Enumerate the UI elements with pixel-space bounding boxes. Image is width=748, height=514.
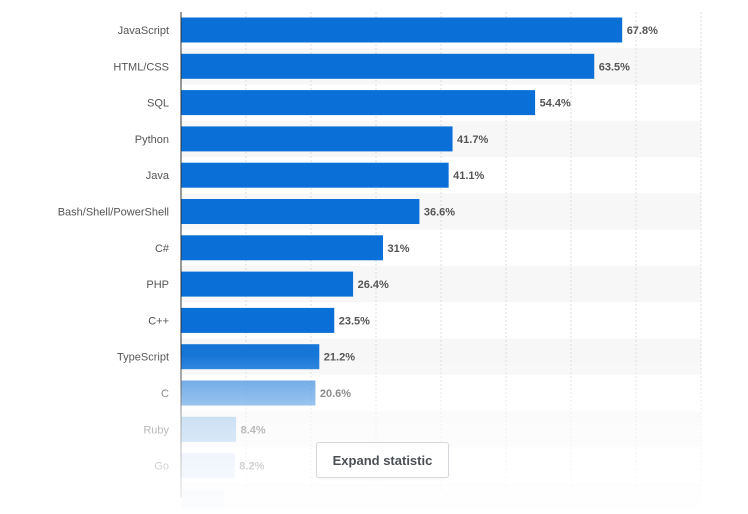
category-tick-label: HTML/CSS — [113, 61, 169, 73]
bar[interactable] — [181, 126, 453, 152]
bar[interactable] — [181, 416, 237, 442]
data-label: 20.6% — [320, 388, 351, 400]
row-band — [181, 483, 701, 514]
category-tick-label: Java — [146, 170, 170, 182]
data-label: 26.4% — [358, 279, 389, 291]
category-tick-label: C — [161, 388, 169, 400]
category-tick-label: PHP — [146, 279, 169, 291]
data-label: 31% — [388, 243, 410, 255]
bar[interactable] — [181, 271, 354, 297]
data-label: 67.8% — [627, 25, 658, 37]
data-label: 8.4% — [241, 424, 266, 436]
category-tick-label: SQL — [147, 98, 169, 110]
category-tick-label: TypeScript — [117, 352, 169, 364]
data-label: 8.2% — [239, 461, 264, 473]
bar[interactable] — [181, 162, 449, 188]
bar[interactable] — [181, 453, 235, 479]
data-label: 54.4% — [540, 98, 571, 110]
bar[interactable] — [181, 489, 224, 514]
data-label: 41.1% — [453, 170, 484, 182]
category-tick-label: C# — [155, 243, 170, 255]
bar[interactable] — [181, 90, 536, 116]
bar[interactable] — [181, 307, 335, 333]
data-label: 63.5% — [599, 61, 630, 73]
bar[interactable] — [181, 53, 595, 79]
bar[interactable] — [181, 380, 316, 406]
data-label: 36.6% — [424, 207, 455, 219]
bar[interactable] — [181, 235, 384, 261]
category-tick-label: Python — [135, 134, 169, 146]
expand-statistic-button[interactable]: Expand statistic — [316, 442, 449, 478]
category-tick-label: Go — [154, 461, 169, 473]
category-tick-label: Ruby — [143, 424, 169, 436]
bar[interactable] — [181, 17, 623, 43]
data-label: 41.7% — [457, 134, 488, 146]
category-tick-label: Bash/Shell/PowerShell — [58, 207, 169, 219]
bar[interactable] — [181, 344, 320, 370]
data-label: 23.5% — [339, 315, 370, 327]
data-label: 21.2% — [324, 352, 355, 364]
category-tick-label: C++ — [148, 315, 169, 327]
category-tick-label: JavaScript — [118, 25, 169, 37]
bar[interactable] — [181, 199, 420, 224]
